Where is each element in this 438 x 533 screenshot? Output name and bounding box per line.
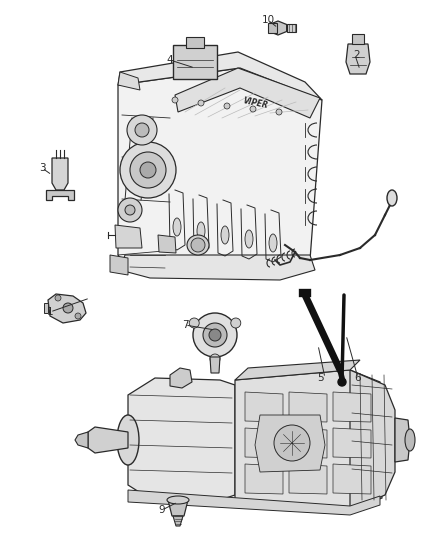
Polygon shape: [118, 52, 322, 100]
Text: 4: 4: [167, 55, 173, 65]
Circle shape: [189, 318, 199, 328]
Polygon shape: [255, 415, 325, 472]
Circle shape: [209, 329, 221, 341]
Polygon shape: [46, 190, 74, 200]
Circle shape: [125, 205, 135, 215]
Polygon shape: [289, 464, 327, 494]
Polygon shape: [48, 294, 86, 323]
Circle shape: [55, 295, 61, 301]
Circle shape: [231, 318, 241, 328]
Circle shape: [63, 303, 73, 313]
Polygon shape: [118, 68, 322, 270]
Ellipse shape: [167, 496, 189, 504]
Circle shape: [140, 162, 156, 178]
Text: 5: 5: [317, 373, 323, 383]
Ellipse shape: [197, 222, 205, 240]
Polygon shape: [120, 255, 315, 280]
FancyBboxPatch shape: [186, 37, 204, 48]
Text: 2: 2: [354, 50, 360, 60]
Ellipse shape: [405, 429, 415, 451]
Polygon shape: [268, 23, 277, 33]
Polygon shape: [170, 368, 192, 388]
Ellipse shape: [269, 234, 277, 252]
Ellipse shape: [187, 235, 209, 255]
Circle shape: [75, 313, 81, 319]
Text: 6: 6: [355, 373, 361, 383]
Polygon shape: [287, 24, 296, 32]
Circle shape: [130, 152, 166, 188]
Polygon shape: [289, 392, 327, 422]
Circle shape: [250, 106, 256, 112]
Circle shape: [193, 313, 237, 357]
Polygon shape: [115, 225, 142, 248]
Ellipse shape: [387, 190, 397, 206]
Polygon shape: [333, 428, 371, 458]
Polygon shape: [88, 427, 128, 453]
Circle shape: [127, 115, 157, 145]
Text: 7: 7: [182, 320, 188, 330]
Polygon shape: [173, 516, 183, 526]
Ellipse shape: [173, 218, 181, 236]
Text: 9: 9: [159, 505, 165, 515]
Polygon shape: [75, 432, 88, 448]
Circle shape: [191, 238, 205, 252]
Polygon shape: [333, 464, 371, 494]
Circle shape: [172, 97, 178, 103]
Circle shape: [276, 109, 282, 115]
Polygon shape: [235, 360, 360, 380]
Polygon shape: [245, 464, 283, 494]
Circle shape: [120, 142, 176, 198]
FancyBboxPatch shape: [173, 45, 217, 79]
Polygon shape: [346, 44, 370, 74]
Circle shape: [210, 354, 220, 364]
Ellipse shape: [117, 415, 139, 465]
Circle shape: [203, 323, 227, 347]
Polygon shape: [52, 158, 68, 190]
Polygon shape: [269, 21, 286, 35]
Circle shape: [224, 103, 230, 109]
Polygon shape: [289, 428, 327, 458]
Circle shape: [135, 123, 149, 137]
Polygon shape: [118, 72, 140, 90]
Text: 3: 3: [39, 163, 45, 173]
Circle shape: [338, 378, 346, 386]
Ellipse shape: [245, 230, 253, 248]
Polygon shape: [235, 370, 382, 510]
Polygon shape: [168, 500, 188, 516]
Polygon shape: [175, 68, 320, 118]
Text: 10: 10: [261, 15, 275, 25]
Polygon shape: [128, 378, 235, 502]
Polygon shape: [110, 255, 128, 275]
Text: VIPER: VIPER: [242, 96, 268, 110]
Circle shape: [118, 198, 142, 222]
Polygon shape: [395, 418, 410, 462]
Circle shape: [274, 425, 310, 461]
Polygon shape: [350, 370, 395, 510]
Polygon shape: [128, 490, 380, 515]
Polygon shape: [245, 428, 283, 458]
Polygon shape: [158, 235, 176, 253]
Polygon shape: [245, 392, 283, 422]
Polygon shape: [333, 392, 371, 422]
Polygon shape: [352, 34, 364, 44]
Ellipse shape: [221, 226, 229, 244]
Polygon shape: [210, 357, 220, 373]
Text: 1: 1: [47, 307, 53, 317]
Circle shape: [198, 100, 204, 106]
Polygon shape: [44, 303, 48, 313]
